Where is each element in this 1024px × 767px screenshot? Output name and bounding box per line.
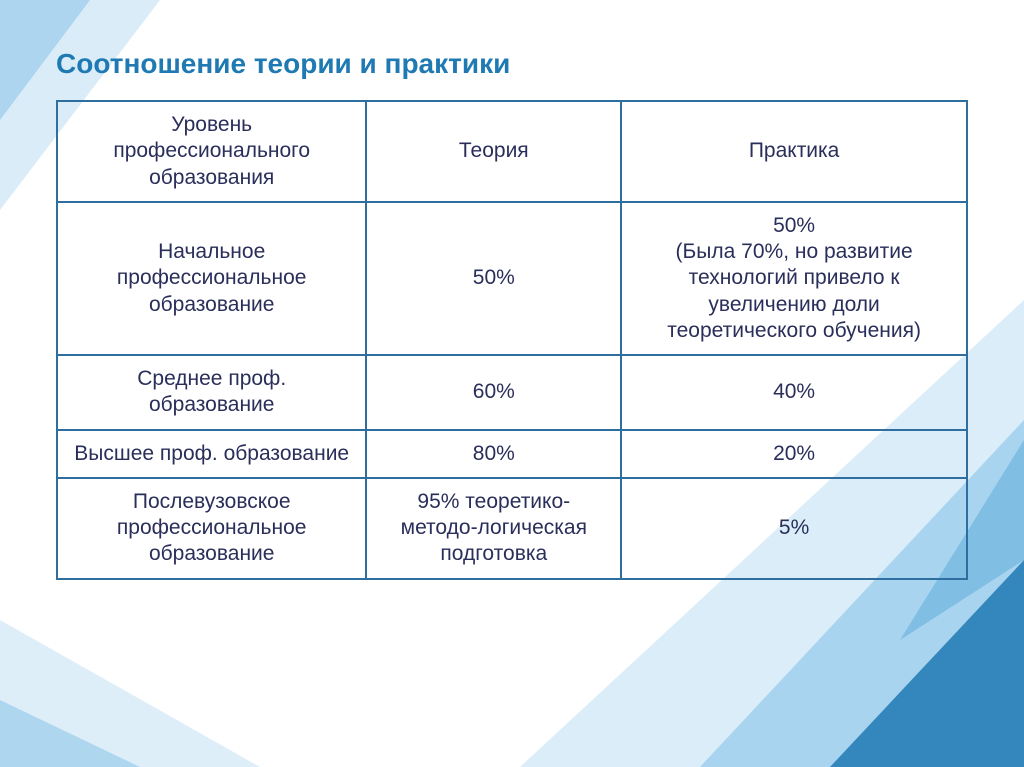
table-row: Начальное профессиональное образование 5… bbox=[57, 202, 967, 355]
table-header-row: Уровень профессионального образования Те… bbox=[57, 101, 967, 202]
cell-level: Послевузовское профессиональное образова… bbox=[57, 478, 366, 579]
header-practice: Практика bbox=[621, 101, 967, 202]
table-row: Среднее проф. образование 60% 40% bbox=[57, 355, 967, 430]
cell-theory: 50% bbox=[366, 202, 621, 355]
page-title: Соотношение теории и практики bbox=[56, 48, 968, 80]
cell-level: Среднее проф. образование bbox=[57, 355, 366, 430]
header-level: Уровень профессионального образования bbox=[57, 101, 366, 202]
table-row: Послевузовское профессиональное образова… bbox=[57, 478, 967, 579]
header-theory: Теория bbox=[366, 101, 621, 202]
theory-practice-table: Уровень профессионального образования Те… bbox=[56, 100, 968, 580]
cell-practice: 50%(Была 70%, но развитие технологий при… bbox=[621, 202, 967, 355]
table-row: Высшее проф. образование 80% 20% bbox=[57, 430, 967, 478]
cell-practice: 40% bbox=[621, 355, 967, 430]
cell-theory: 60% bbox=[366, 355, 621, 430]
cell-practice: 20% bbox=[621, 430, 967, 478]
cell-level: Начальное профессиональное образование bbox=[57, 202, 366, 355]
cell-practice: 5% bbox=[621, 478, 967, 579]
cell-theory: 80% bbox=[366, 430, 621, 478]
cell-theory: 95% теоретико-методо-логическая подготов… bbox=[366, 478, 621, 579]
cell-level: Высшее проф. образование bbox=[57, 430, 366, 478]
